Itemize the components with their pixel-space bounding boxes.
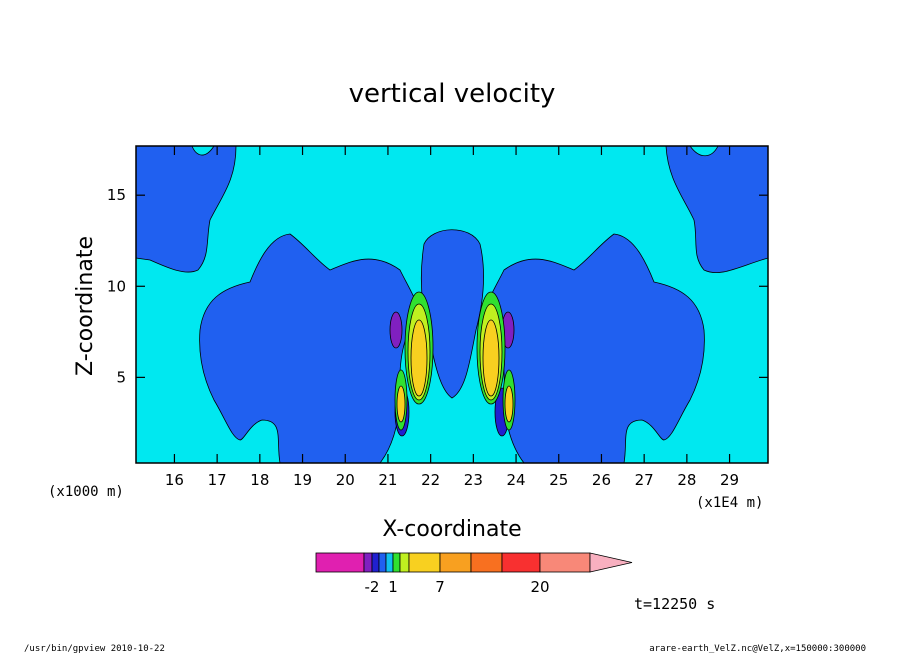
x-tick-label: 16 xyxy=(165,471,184,489)
y-axis-label: Z-coordinate xyxy=(73,236,98,376)
y-tick-label: 15 xyxy=(107,186,126,204)
x-tick-label: 27 xyxy=(635,471,654,489)
x-tick-label: 28 xyxy=(677,471,696,489)
colorbar: -2 1 7 20 xyxy=(315,552,633,596)
x-axis-label: X-coordinate xyxy=(382,517,521,542)
y-tick-label: 10 xyxy=(107,277,126,295)
x-tick-label: 20 xyxy=(336,471,355,489)
footer-left: /usr/bin/gpview 2010-10-22 xyxy=(24,644,165,654)
colorbar-segment xyxy=(501,552,541,573)
downdraft-core xyxy=(389,311,403,349)
x-tick-label: 29 xyxy=(720,471,739,489)
colorbar-segment xyxy=(539,552,591,573)
plot-area: 16 17 18 19 20 21 22 23 24 25 26 27 28 29 5 10 15 xyxy=(107,145,769,489)
x-tick-label: 19 xyxy=(293,471,312,489)
plot-frame xyxy=(135,145,769,464)
x-tick-label: 25 xyxy=(549,471,568,489)
y-unit-label: (x1000 m) xyxy=(48,484,124,500)
updraft-core xyxy=(410,319,428,397)
colorbar-segment xyxy=(439,552,472,573)
colorbar-segment xyxy=(470,552,503,573)
colorbar-label: -2 xyxy=(365,578,380,596)
colorbar-segment xyxy=(371,552,380,573)
time-label: t=12250 s xyxy=(634,595,715,613)
colorbar-segment xyxy=(385,552,394,573)
colorbar-segment xyxy=(378,552,387,573)
colorbar-segment xyxy=(363,552,373,573)
footer-right: arare-earth_VelZ.nc@VelZ,x=150000:300000 xyxy=(649,644,866,654)
updraft-core xyxy=(482,319,500,397)
x-tick-label: 21 xyxy=(378,471,397,489)
colorbar-segment xyxy=(392,552,401,573)
x-tick-label: 24 xyxy=(507,471,526,489)
contour-upper-right xyxy=(665,145,769,274)
x-tick-label: 22 xyxy=(421,471,440,489)
velocity-field xyxy=(135,145,769,464)
updraft-lower-core xyxy=(504,385,514,423)
colorbar-label: 1 xyxy=(388,578,398,596)
x-tick-label: 18 xyxy=(250,471,269,489)
contour-upper-left xyxy=(135,145,237,273)
colorbar-label: 20 xyxy=(530,578,549,596)
colorbar-segment xyxy=(399,552,410,573)
colorbar-segment xyxy=(315,552,365,573)
colorbar-extension xyxy=(589,552,633,573)
x-tick-label: 26 xyxy=(592,471,611,489)
y-tick-label: 5 xyxy=(116,368,126,386)
chart-title: vertical velocity xyxy=(349,79,556,109)
updraft-lower-core xyxy=(396,385,406,423)
contour-mid-left xyxy=(199,233,421,464)
axis-ticks: 16 17 18 19 20 21 22 23 24 25 26 27 28 29 5 10 15 xyxy=(107,146,768,489)
x-tick-label: 23 xyxy=(464,471,483,489)
x-tick-label: 17 xyxy=(208,471,227,489)
colorbar-label: 7 xyxy=(435,578,445,596)
colorbar-segment xyxy=(408,552,441,573)
x-unit-label: (x1E4 m) xyxy=(696,495,763,511)
